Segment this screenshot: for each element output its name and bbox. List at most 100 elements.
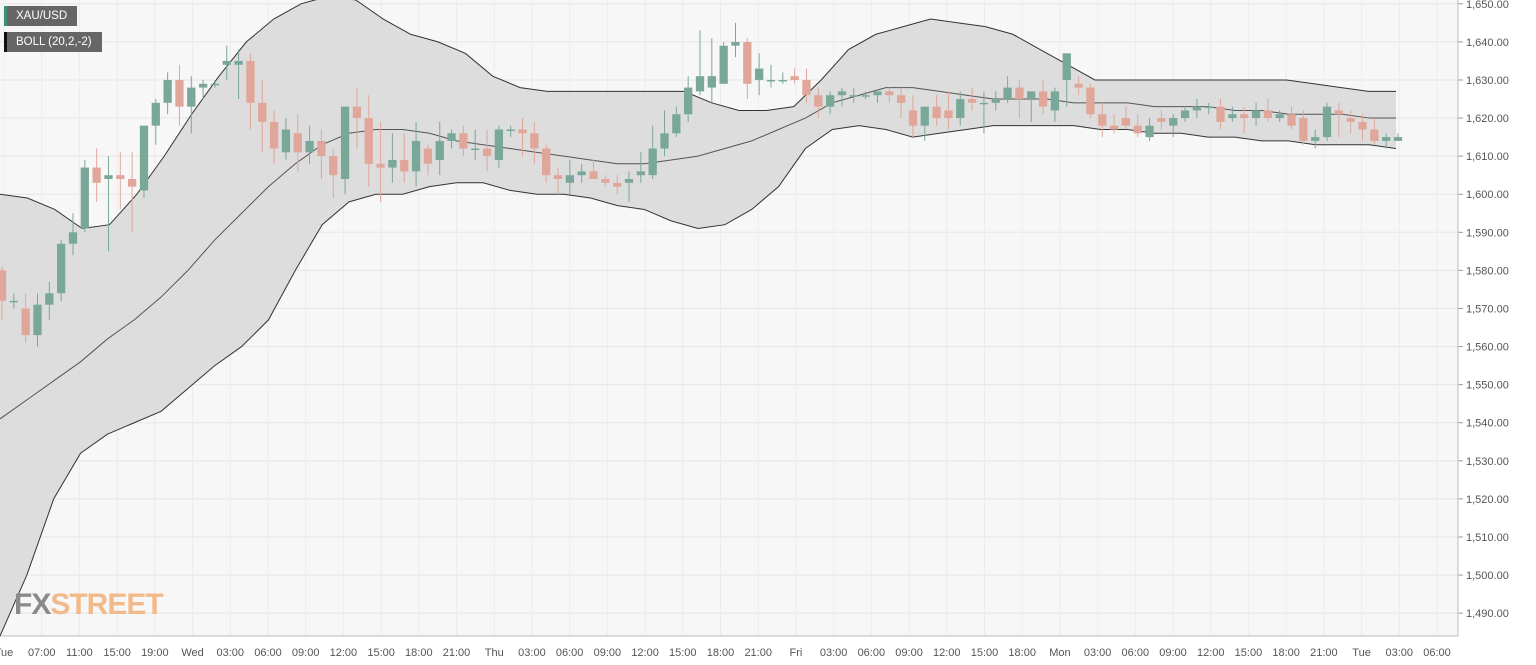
candle-body	[1334, 110, 1343, 115]
y-tick-label: 1,580.00	[1466, 265, 1509, 277]
x-tick-label: 03:00	[1084, 647, 1112, 659]
candle-body	[506, 129, 515, 131]
candle-body	[269, 121, 279, 149]
x-tick-label: 06:00	[1122, 647, 1150, 659]
y-tick-label: 1,500.00	[1466, 570, 1509, 582]
candle-body	[885, 91, 894, 96]
candle-body	[447, 133, 456, 141]
candle-body	[163, 79, 172, 103]
candle-body	[873, 91, 882, 96]
x-tick-label: Tue	[0, 647, 13, 659]
candle-body	[151, 102, 160, 126]
candle-body	[1192, 106, 1202, 111]
x-tick-label: 12:00	[933, 647, 961, 659]
symbol-legend-tag[interactable]: XAU/USD	[4, 6, 78, 26]
candle-body	[825, 95, 835, 107]
x-tick-label: 06:00	[254, 647, 282, 659]
candle-body	[400, 159, 409, 172]
candle-body	[329, 156, 338, 176]
candle-body	[317, 140, 326, 157]
candle-body	[1003, 87, 1012, 100]
candle-body	[80, 167, 89, 229]
candle-body	[234, 60, 243, 65]
candle-body	[624, 178, 634, 183]
candle-body	[1275, 114, 1284, 119]
candle-body	[1204, 106, 1213, 109]
bollinger-legend-tag[interactable]: BOLL (20,2,-2)	[4, 32, 102, 52]
x-tick-label: 19:00	[141, 647, 169, 659]
y-tick-label: 1,510.00	[1466, 532, 1509, 544]
candle-body	[932, 106, 941, 119]
x-tick-label: 07:00	[28, 647, 56, 659]
candle-body	[660, 133, 669, 149]
y-tick-label: 1,530.00	[1466, 456, 1509, 468]
x-tick-label: 11:00	[66, 647, 93, 659]
candle-body	[1050, 91, 1060, 111]
x-tick-label: 15:00	[1235, 647, 1263, 659]
candle-body	[790, 76, 799, 80]
candle-body	[175, 79, 184, 107]
candle-body	[908, 110, 918, 126]
candle-body	[1027, 91, 1036, 100]
x-tick-label: 21:00	[744, 647, 772, 659]
candle-body	[364, 118, 373, 164]
bollinger-middle-line	[0, 87, 1396, 420]
fxstreet-watermark: FXSTREET	[14, 588, 164, 622]
x-tick-label: 18:00	[405, 647, 433, 659]
x-tick-label: 09:00	[1159, 647, 1187, 659]
candle-body	[104, 175, 113, 179]
candle-body	[92, 167, 101, 183]
candle-body	[542, 148, 551, 176]
candle-body	[1169, 118, 1178, 126]
candle-body	[1157, 118, 1166, 122]
candle-body	[518, 129, 527, 134]
candle-body	[127, 178, 137, 187]
x-tick-label: 21:00	[443, 647, 471, 659]
candle-body	[187, 87, 196, 107]
bollinger-upper-line	[0, 0, 1396, 230]
y-tick-label: 1,590.00	[1466, 227, 1509, 239]
x-tick-label: 03:00	[1386, 647, 1414, 659]
y-tick-label: 1,570.00	[1466, 303, 1509, 315]
x-tick-label: 15:00	[367, 647, 395, 659]
candle-body	[352, 106, 362, 119]
candle-body	[1038, 91, 1048, 107]
candle-body	[672, 114, 681, 134]
x-tick-label: 12:00	[631, 647, 659, 659]
candle-body	[482, 148, 492, 157]
candle-body	[1121, 118, 1131, 126]
candle-body	[1358, 121, 1367, 130]
x-tick-label: 12:00	[330, 647, 358, 659]
candle-body	[1145, 125, 1154, 138]
candle-body	[45, 293, 54, 305]
x-tick-label: 03:00	[518, 647, 546, 659]
candle-body	[755, 68, 764, 80]
candle-body	[956, 99, 965, 119]
candle-body	[565, 175, 575, 183]
bollinger-lower-line	[0, 125, 1397, 637]
candle-body	[281, 129, 291, 153]
candle-body	[967, 99, 977, 103]
x-tick-label: Wed	[181, 647, 203, 659]
candle-body	[1311, 137, 1320, 141]
x-tick-label: 03:00	[820, 647, 848, 659]
candle-body	[9, 300, 18, 303]
candle-body	[494, 129, 504, 160]
candle-body	[33, 304, 42, 336]
x-tick-label: 12:00	[1197, 647, 1225, 659]
candle-body	[1180, 110, 1190, 119]
candle-body	[1062, 53, 1071, 80]
candle-body	[991, 99, 1000, 103]
candle-body	[1370, 129, 1379, 141]
candle-body	[1240, 114, 1249, 119]
candle-body	[589, 171, 598, 179]
candle-body	[246, 60, 255, 103]
x-tick-label: 18:00	[1272, 647, 1300, 659]
candle-body	[707, 76, 716, 88]
x-tick-label: 09:00	[594, 647, 622, 659]
candle-body	[411, 140, 421, 172]
candle-body	[802, 79, 811, 96]
candle-body	[1382, 137, 1391, 141]
